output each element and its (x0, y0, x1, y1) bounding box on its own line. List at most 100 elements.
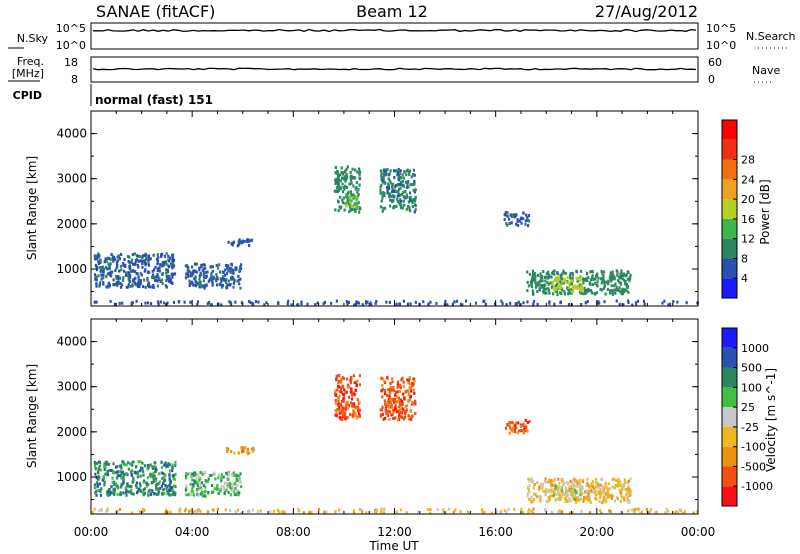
heatmap-cell (198, 486, 201, 490)
heatmap-cell (544, 275, 548, 279)
heatmap-cell (351, 391, 354, 395)
heatmap-cell (207, 279, 210, 283)
heatmap-cell (564, 271, 567, 275)
heatmap-cell (654, 511, 657, 515)
heatmap-cell (396, 197, 399, 201)
heatmap-cell (107, 281, 110, 285)
heatmap-cell (344, 391, 347, 395)
heatmap-cell (96, 485, 99, 489)
heatmap-cell (228, 300, 231, 304)
heatmap-cell (198, 274, 201, 278)
heatmap-cell (335, 299, 338, 303)
heatmap-cell (171, 275, 174, 279)
heatmap-cell (225, 281, 228, 284)
heatmap-cell (629, 493, 632, 497)
heatmap-cell (622, 288, 625, 292)
heatmap-cell (533, 273, 536, 277)
heatmap-cell (207, 477, 210, 481)
heatmap-cell (165, 252, 168, 256)
heatmap-cell (203, 470, 206, 474)
heatmap-cell (436, 508, 439, 512)
heatmap-cell (112, 283, 115, 287)
heatmap-cell (519, 429, 522, 433)
heatmap-cell (401, 183, 404, 187)
heatmap-cell (627, 270, 630, 274)
heatmap-cell (157, 490, 160, 494)
colorbar-tick-label: 500 (741, 362, 762, 375)
heatmap-cell (241, 446, 244, 450)
heatmap-cell (147, 263, 151, 267)
heatmap-cell (603, 485, 607, 489)
heatmap-cell (143, 278, 146, 282)
heatmap-cell (411, 205, 414, 209)
heatmap-cell (146, 467, 149, 471)
heatmap-cell (527, 224, 530, 228)
heatmap-cell (626, 496, 629, 500)
heatmap-cell (455, 299, 459, 303)
heatmap-cell (351, 404, 354, 408)
heatmap-cell (163, 254, 166, 258)
heatmap-cell (570, 282, 574, 286)
heatmap-cell (98, 284, 101, 288)
heatmap-cell (357, 193, 360, 196)
heatmap-cell (330, 301, 333, 305)
heatmap-cell (244, 446, 247, 450)
heatmap-cell (196, 484, 199, 488)
heatmap-cell (317, 507, 321, 511)
heatmap-cell (400, 403, 403, 407)
heatmap-cell (141, 262, 144, 265)
heatmap-cell (139, 259, 142, 263)
heatmap-cell (526, 494, 529, 498)
heatmap-cell (94, 277, 97, 281)
heatmap-cell (384, 407, 387, 411)
heatmap-cell (683, 510, 686, 514)
heatmap-cell (211, 508, 215, 512)
heatmap-cell (558, 291, 562, 295)
heatmap-cell (111, 480, 114, 484)
heatmap-cell (239, 240, 242, 244)
heatmap-cell (344, 169, 347, 173)
heatmap-cell (544, 508, 547, 512)
heatmap-cell (197, 475, 200, 479)
heatmap-cell (131, 463, 134, 467)
heatmap-cell (628, 279, 631, 283)
heatmap-cell (552, 292, 555, 296)
heatmap-cell (120, 464, 123, 468)
heatmap-cell (386, 376, 389, 380)
heatmap-cell (98, 464, 101, 468)
heatmap-cell (196, 300, 200, 304)
heatmap-cell (359, 207, 362, 211)
heatmap-cell (198, 266, 201, 270)
heatmap-cell (399, 169, 402, 173)
heatmap-cell (604, 482, 607, 486)
heatmap-cell (580, 492, 584, 496)
heatmap-cell (532, 507, 535, 511)
heatmap-cell (387, 177, 390, 181)
heatmap-cell (503, 218, 506, 222)
heatmap-cell (401, 399, 404, 403)
heatmap-cell (163, 301, 166, 305)
heatmap-cell (557, 486, 560, 490)
heatmap-cell (401, 392, 405, 396)
heatmap-cell (626, 277, 629, 281)
heatmap-cell (582, 497, 586, 501)
heatmap-cell (389, 387, 392, 391)
heatmap-cell (395, 395, 398, 399)
heatmap-cell (525, 424, 528, 428)
heatmap-cell (314, 303, 317, 307)
heatmap-cell (95, 268, 99, 272)
heatmap-cell (553, 489, 556, 493)
heatmap-cell (580, 497, 583, 501)
heatmap-cell (530, 277, 534, 281)
heatmap-cell (621, 292, 624, 296)
heatmap-cell (569, 492, 572, 496)
heatmap-cell (381, 383, 384, 387)
heatmap-cell (116, 277, 119, 281)
heatmap-cell (354, 203, 357, 207)
heatmap-cell (154, 470, 157, 474)
heatmap-cell (340, 387, 343, 391)
heatmap-cell (584, 292, 587, 295)
heatmap-cell (410, 417, 413, 421)
heatmap-cell (150, 481, 153, 485)
heatmap-cell (541, 275, 544, 279)
